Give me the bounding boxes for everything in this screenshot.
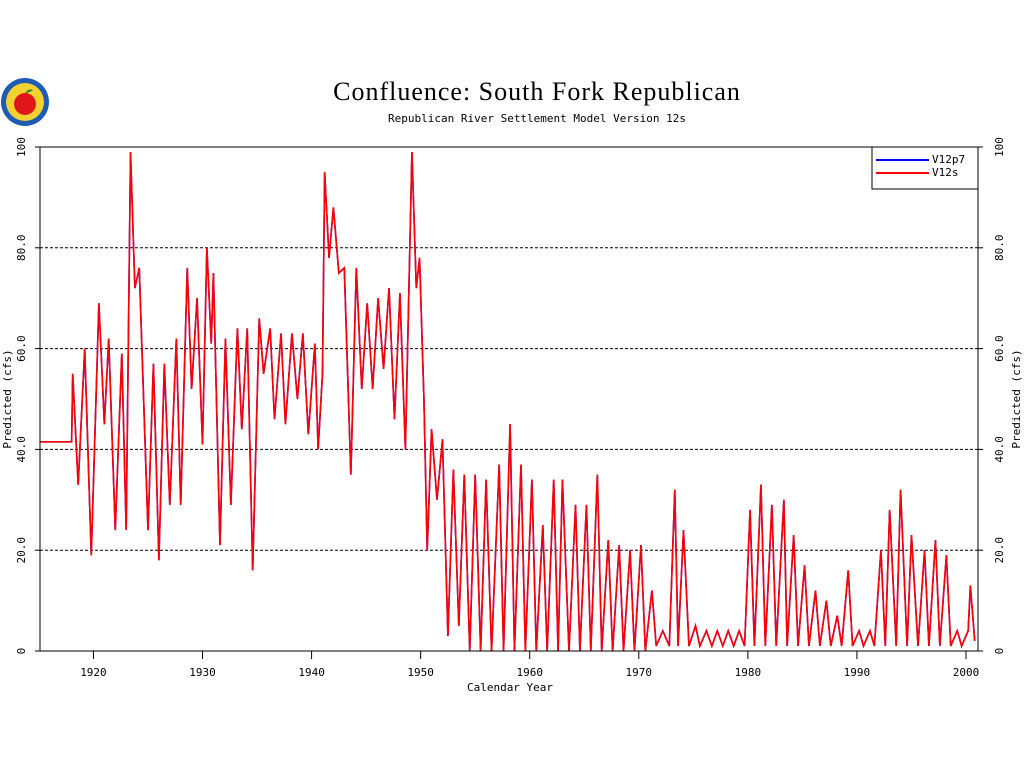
y2-tick-label: 0 bbox=[993, 648, 1006, 655]
x-tick-label: 1980 bbox=[735, 666, 762, 679]
y2-axis-label: Predicted (cfs) bbox=[1010, 349, 1023, 448]
y-tick-label: 100 bbox=[15, 137, 28, 157]
logo bbox=[1, 78, 49, 126]
y2-tick-label: 60.0 bbox=[993, 335, 1006, 362]
y-tick-label: 40.0 bbox=[15, 436, 28, 463]
x-tick-label: 1920 bbox=[80, 666, 107, 679]
chart-title: Confluence: South Fork Republican bbox=[333, 77, 741, 106]
x-tick-label: 2000 bbox=[953, 666, 980, 679]
y2-tick-label: 80.0 bbox=[993, 235, 1006, 261]
legend-label: V12p7 bbox=[932, 153, 965, 166]
legend-box bbox=[871, 146, 979, 190]
x-tick-label: 1930 bbox=[189, 666, 216, 679]
y-tick-label: 0 bbox=[15, 648, 28, 655]
x-tick-label: 1940 bbox=[298, 666, 325, 679]
y-tick-label: 20.0 bbox=[15, 537, 28, 564]
y-axis-label: Predicted (cfs) bbox=[1, 349, 14, 448]
y2-tick-label: 100 bbox=[993, 137, 1006, 157]
x-axis-label: Calendar Year bbox=[467, 681, 553, 694]
chart-subtitle: Republican River Settlement Model Versio… bbox=[388, 112, 686, 125]
plot-frame bbox=[39, 146, 979, 652]
logo-leaf bbox=[25, 89, 33, 93]
logo-apple bbox=[14, 93, 36, 115]
legend-label: V12s bbox=[932, 166, 959, 179]
x-tick-label: 1990 bbox=[844, 666, 871, 679]
x-tick-label: 1970 bbox=[626, 666, 653, 679]
y-tick-label: 60.0 bbox=[15, 335, 28, 362]
x-tick-label: 1950 bbox=[407, 666, 434, 679]
x-tick-label: 1960 bbox=[516, 666, 543, 679]
y2-tick-label: 40.0 bbox=[993, 436, 1006, 463]
y2-tick-label: 20.0 bbox=[993, 537, 1006, 564]
y-tick-label: 80.0 bbox=[15, 235, 28, 261]
